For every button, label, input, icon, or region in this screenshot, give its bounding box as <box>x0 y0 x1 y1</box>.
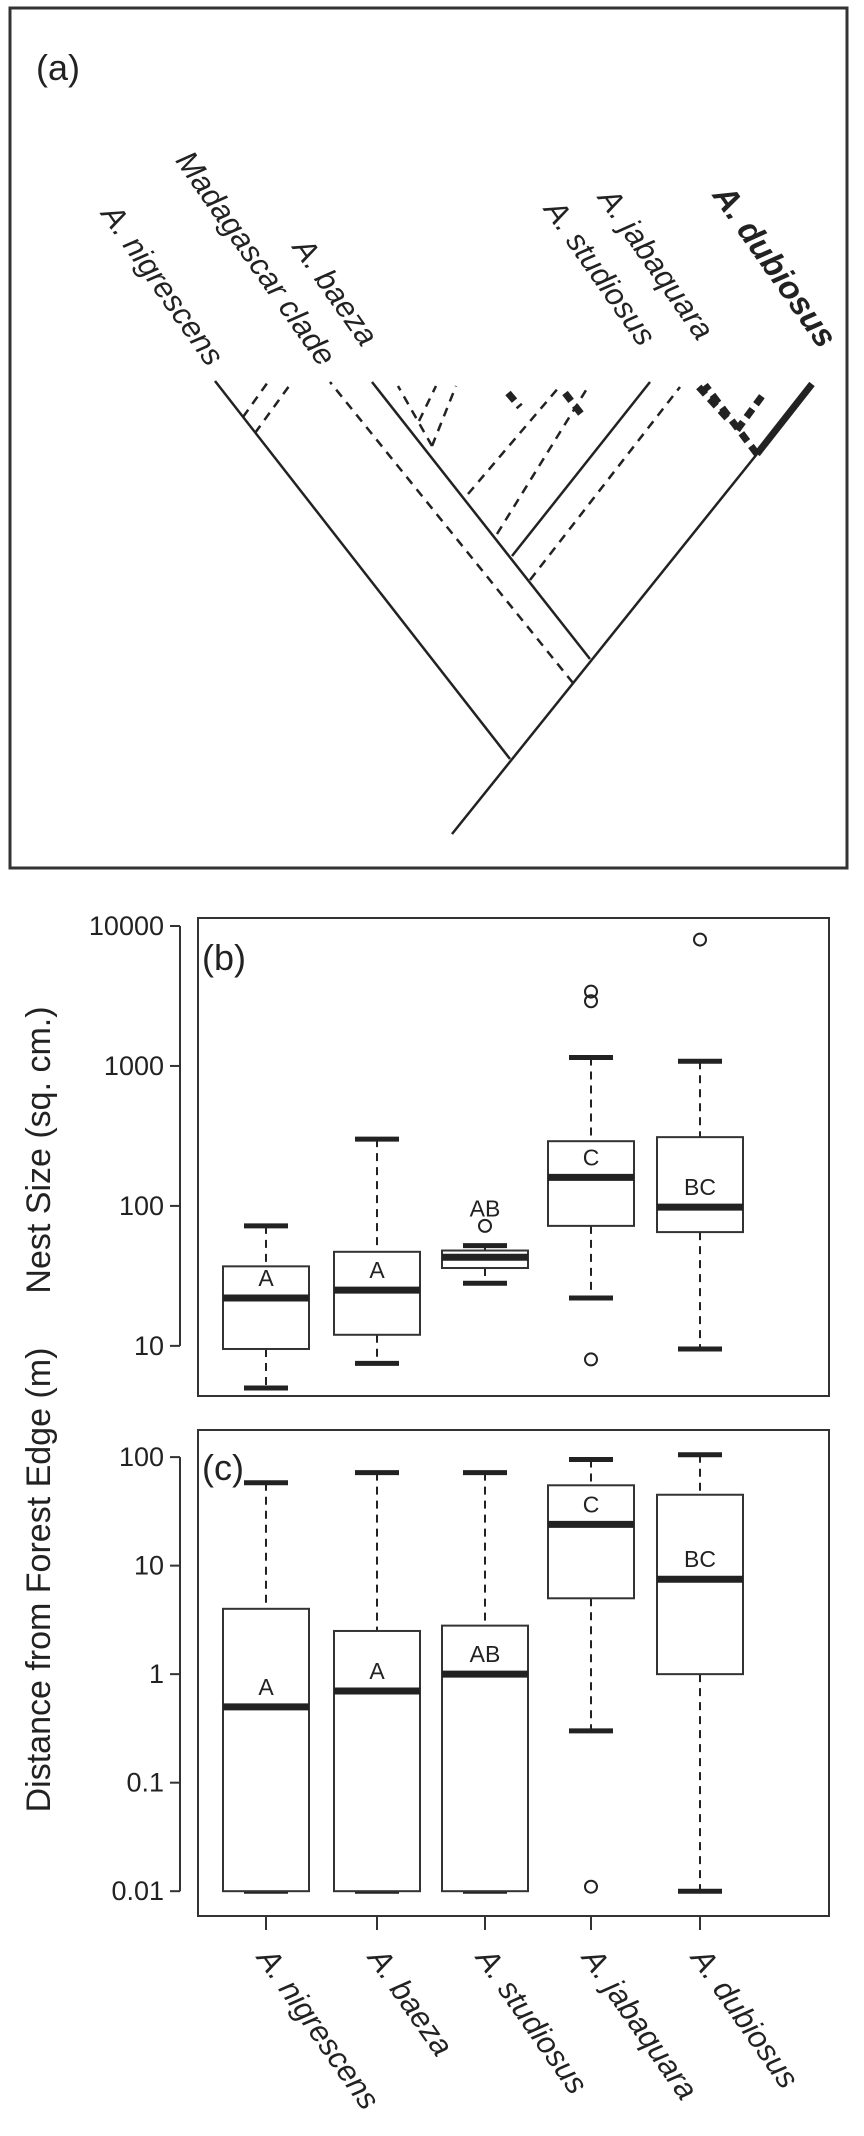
studiosus-dash-3 <box>417 385 438 422</box>
x-tick-label: A. baeza <box>360 1940 460 2062</box>
nigrescens-dash-2 <box>253 381 294 434</box>
significance-letter: A <box>258 1674 274 1700</box>
y-tick-label: 10000 <box>89 911 164 941</box>
significance-letter: A <box>258 1265 274 1291</box>
iqr-box <box>656 1493 744 1676</box>
panel-a-frame <box>8 6 849 870</box>
outlier-point <box>693 932 707 947</box>
iqr-box <box>656 1136 744 1234</box>
dubiosus-sister-dash-3 <box>694 382 730 421</box>
studiosus-bold-dash-2 <box>562 390 585 418</box>
tree-branches <box>214 380 815 835</box>
significance-letter: AB <box>470 1641 501 1667</box>
root-branch <box>451 453 758 835</box>
dubiosus-sister-dash <box>702 382 760 457</box>
significance-letter: A <box>369 1658 385 1684</box>
y-tick-label: 100 <box>119 1191 164 1221</box>
box-4: C <box>547 1457 635 1894</box>
significance-letter: BC <box>684 1546 716 1572</box>
plot-frame <box>197 1429 830 1917</box>
studiosus-dash-1 <box>396 385 434 447</box>
x-tick-label: A. jabaquara <box>574 1940 705 2106</box>
box-1: A <box>222 1223 310 1391</box>
panel-c: (c) 0.01 0.1 1 10 100 A A AB C BC Distance from For… <box>20 1348 830 1917</box>
y-axis-label: Nest Size (sq. cm.) <box>20 1006 58 1293</box>
outlier-point <box>584 1879 598 1894</box>
panel-a-label: (a) <box>36 47 80 88</box>
baeza-branch <box>371 381 591 660</box>
y-tick-label: 1 <box>149 1659 164 1689</box>
nigrescens-branch <box>214 380 511 760</box>
iqr-box <box>547 1484 635 1600</box>
y-axis-label: Distance from Forest Edge (m) <box>20 1348 58 1813</box>
studiosus-bold-dash-1 <box>505 390 523 410</box>
y-tick-label: 1000 <box>104 1051 164 1081</box>
iqr-box <box>222 1265 310 1350</box>
significance-letter: AB <box>470 1196 501 1222</box>
madagascar-branch <box>329 381 574 684</box>
significance-letter: C <box>583 1491 600 1517</box>
box-5: BC <box>656 1452 744 1894</box>
outlier-point <box>584 984 598 999</box>
nigrescens-dash-1 <box>241 381 270 418</box>
box-3: AB <box>441 1470 529 1894</box>
iqr-box <box>333 1629 421 1893</box>
significance-letter: BC <box>684 1174 716 1200</box>
panel-b: (b) 10 100 1000 10000 A A AB C BC Nest Size (sq. c… <box>20 911 830 1397</box>
y-tick-label: 100 <box>119 1442 164 1472</box>
studiosus-dash-2 <box>430 385 458 447</box>
panel-a: (a) A. nigrescens <box>8 6 849 870</box>
studiosus-branch <box>511 381 651 557</box>
studiosus-dash-4 <box>467 385 561 495</box>
outlier-point <box>584 994 598 1009</box>
box-2: A <box>333 1470 421 1894</box>
x-tick-label: A. studiosus <box>468 1940 595 2100</box>
significance-letter: C <box>583 1144 600 1170</box>
box-4: C <box>547 984 635 1367</box>
taxon-dubiosus: A. dubiosus <box>705 177 844 354</box>
plot-frame <box>197 917 830 1397</box>
outlier-point <box>478 1218 492 1233</box>
box-5: BC <box>656 932 744 1352</box>
box-3: AB <box>441 1196 529 1286</box>
studiosus-dash-5 <box>495 386 590 535</box>
y-tick-label: 10 <box>134 1551 164 1581</box>
dubiosus-branch <box>754 381 815 457</box>
iqr-box <box>547 1140 635 1227</box>
x-tick-label: A. dubiosus <box>683 1940 806 2094</box>
y-tick-label: 0.1 <box>126 1768 164 1798</box>
outlier-point <box>584 1352 598 1367</box>
y-tick-label: 10 <box>134 1331 164 1361</box>
iqr-box <box>441 1624 529 1893</box>
box-1: A <box>222 1480 310 1894</box>
y-tick-label: 0.01 <box>111 1876 164 1906</box>
jabaquara-branch <box>529 386 681 581</box>
dubiosus-sister-dash-2 <box>734 389 768 433</box>
significance-letter: A <box>369 1257 385 1283</box>
box-2: A <box>333 1136 421 1366</box>
panel-label: (c) <box>202 1447 244 1488</box>
iqr-box <box>222 1607 310 1893</box>
panel-label: (b) <box>202 937 246 978</box>
